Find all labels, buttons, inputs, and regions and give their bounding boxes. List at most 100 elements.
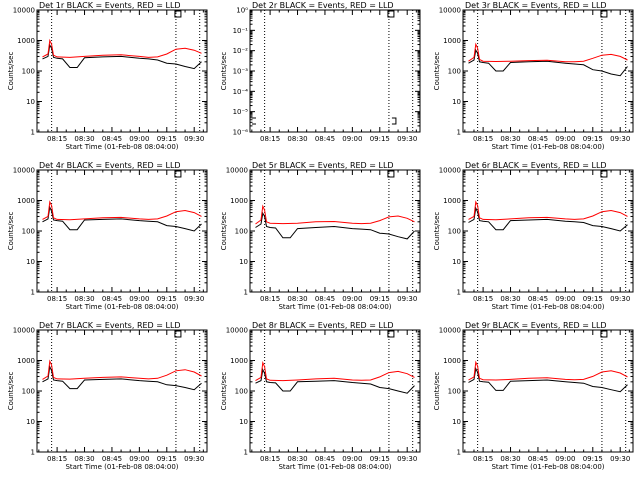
series-events-line — [468, 206, 628, 232]
y-tick-label: 1 — [457, 129, 461, 137]
empty-data-marker — [252, 117, 256, 125]
plot-frame — [249, 169, 421, 293]
x-tick-label: 08:30 — [500, 295, 520, 303]
y-tick-label: 1000 — [443, 37, 461, 45]
x-tick-label: 08:30 — [74, 455, 94, 463]
panel-5: Det 5r BLACK = Events, RED = LLD 1 10 100 10… — [220, 161, 421, 311]
x-tick-label: 08:30 — [287, 295, 307, 303]
y-tick-label: 1000 — [443, 357, 461, 365]
y-tick-label: 10 — [239, 418, 248, 426]
x-tick-label: 09:15 — [370, 455, 390, 463]
x-axis-label: Start Time (01-Feb-08 08:04:00) — [65, 303, 178, 311]
plot-frame — [249, 9, 421, 133]
x-tick-label: 08:30 — [500, 135, 520, 143]
x-tick-label: 08:30 — [287, 135, 307, 143]
x-tick-label: 09:30 — [610, 295, 630, 303]
y-tick-label: 10⁻⁶ — [233, 129, 249, 137]
plot-frame — [462, 169, 634, 293]
y-tick-label: 1 — [31, 449, 35, 457]
x-tick-label: 09:00 — [555, 295, 575, 303]
panel-title: Det 8r BLACK = Events, RED = LLD — [252, 321, 394, 330]
y-axis-label: Counts/sec — [220, 372, 228, 411]
x-tick-label: 09:15 — [157, 455, 177, 463]
panel-title: Det 2r BLACK = Events, RED = LLD — [252, 1, 394, 10]
y-axis-label: Counts/sec — [7, 212, 15, 251]
y-tick-label: 10⁻⁵ — [233, 108, 249, 116]
marker-box — [387, 10, 395, 18]
x-tick-label: 08:15 — [47, 295, 67, 303]
series-lld-line — [42, 200, 202, 221]
y-tick-label: 10000 — [439, 7, 461, 15]
y-tick-label: 100 — [22, 228, 35, 236]
x-axis-label: Start Time (01-Feb-08 08:04:00) — [65, 463, 178, 471]
panel-9: Det 9r BLACK = Events, RED = LLD 1 10 100 10… — [433, 321, 634, 471]
series-events-line — [255, 368, 415, 394]
y-tick-label: 1 — [244, 289, 248, 297]
series-events-line — [255, 211, 415, 240]
y-axis-label: Counts/sec — [220, 212, 228, 251]
x-tick-label: 08:15 — [473, 455, 493, 463]
x-tick-label: 09:30 — [397, 295, 417, 303]
panel-4: Det 4r BLACK = Events, RED = LLD 1 10 100 10… — [7, 161, 208, 311]
y-tick-label: 1 — [31, 289, 35, 297]
series-events-line — [42, 43, 202, 70]
marker-box — [387, 330, 395, 338]
series-lld-line — [42, 38, 202, 58]
series-lld-line — [468, 360, 628, 381]
x-tick-label: 08:30 — [500, 455, 520, 463]
y-tick-label: 10 — [452, 258, 461, 266]
x-tick-label: 09:15 — [583, 295, 603, 303]
y-tick-label: 10⁰ — [236, 7, 248, 15]
x-tick-label: 08:45 — [528, 455, 548, 463]
y-tick-label: 1000 — [230, 197, 248, 205]
y-tick-label: 10000 — [13, 7, 35, 15]
x-tick-label: 08:15 — [260, 135, 280, 143]
y-tick-label: 10 — [26, 258, 35, 266]
x-tick-label: 09:30 — [610, 135, 630, 143]
x-tick-label: 09:00 — [342, 455, 362, 463]
x-tick-label: 09:00 — [555, 455, 575, 463]
x-axis-label: Start Time (01-Feb-08 08:04:00) — [491, 143, 604, 151]
y-tick-label: 100 — [448, 228, 461, 236]
x-tick-label: 08:45 — [528, 135, 548, 143]
x-tick-label: 09:30 — [610, 455, 630, 463]
x-tick-label: 08:45 — [315, 295, 335, 303]
x-tick-label: 08:30 — [74, 295, 94, 303]
panel-title: Det 4r BLACK = Events, RED = LLD — [39, 161, 181, 170]
y-tick-label: 10⁻¹ — [233, 27, 249, 35]
x-tick-label: 09:30 — [184, 135, 204, 143]
y-tick-label: 1 — [457, 289, 461, 297]
marker-box — [600, 330, 608, 338]
y-tick-label: 100 — [22, 68, 35, 76]
y-tick-label: 1000 — [443, 197, 461, 205]
x-tick-label: 08:15 — [260, 455, 280, 463]
x-tick-label: 08:15 — [260, 295, 280, 303]
x-tick-label: 09:30 — [397, 135, 417, 143]
x-axis-label: Start Time (01-Feb-08 08:04:00) — [65, 143, 178, 151]
panel-6: Det 6r BLACK = Events, RED = LLD 1 10 100 10… — [433, 161, 634, 311]
y-tick-label: 10 — [239, 258, 248, 266]
panel-7: Det 7r BLACK = Events, RED = LLD 1 10 100 10… — [7, 321, 208, 471]
y-tick-label: 1 — [244, 449, 248, 457]
y-tick-label: 1000 — [230, 357, 248, 365]
x-tick-label: 09:15 — [370, 135, 390, 143]
y-tick-label: 10000 — [226, 327, 248, 335]
x-tick-label: 08:45 — [315, 135, 335, 143]
panel-8: Det 8r BLACK = Events, RED = LLD 1 10 100 10… — [220, 321, 421, 471]
x-tick-label: 09:00 — [342, 135, 362, 143]
y-tick-label: 1 — [457, 449, 461, 457]
series-lld-line — [42, 359, 202, 380]
y-axis-label: Counts/sec — [433, 52, 441, 91]
y-tick-label: 10000 — [439, 167, 461, 175]
x-tick-label: 09:15 — [157, 295, 177, 303]
x-tick-label: 08:45 — [315, 455, 335, 463]
y-tick-label: 10⁻⁴ — [233, 88, 249, 96]
y-axis-label: Counts/sec — [7, 372, 15, 411]
y-tick-label: 10 — [26, 98, 35, 106]
y-tick-label: 10⁻³ — [233, 68, 249, 76]
y-tick-label: 10000 — [226, 167, 248, 175]
y-axis-label: Counts/sec — [433, 372, 441, 411]
panel-title: Det 3r BLACK = Events, RED = LLD — [465, 1, 607, 10]
empty-data-marker — [391, 117, 397, 125]
